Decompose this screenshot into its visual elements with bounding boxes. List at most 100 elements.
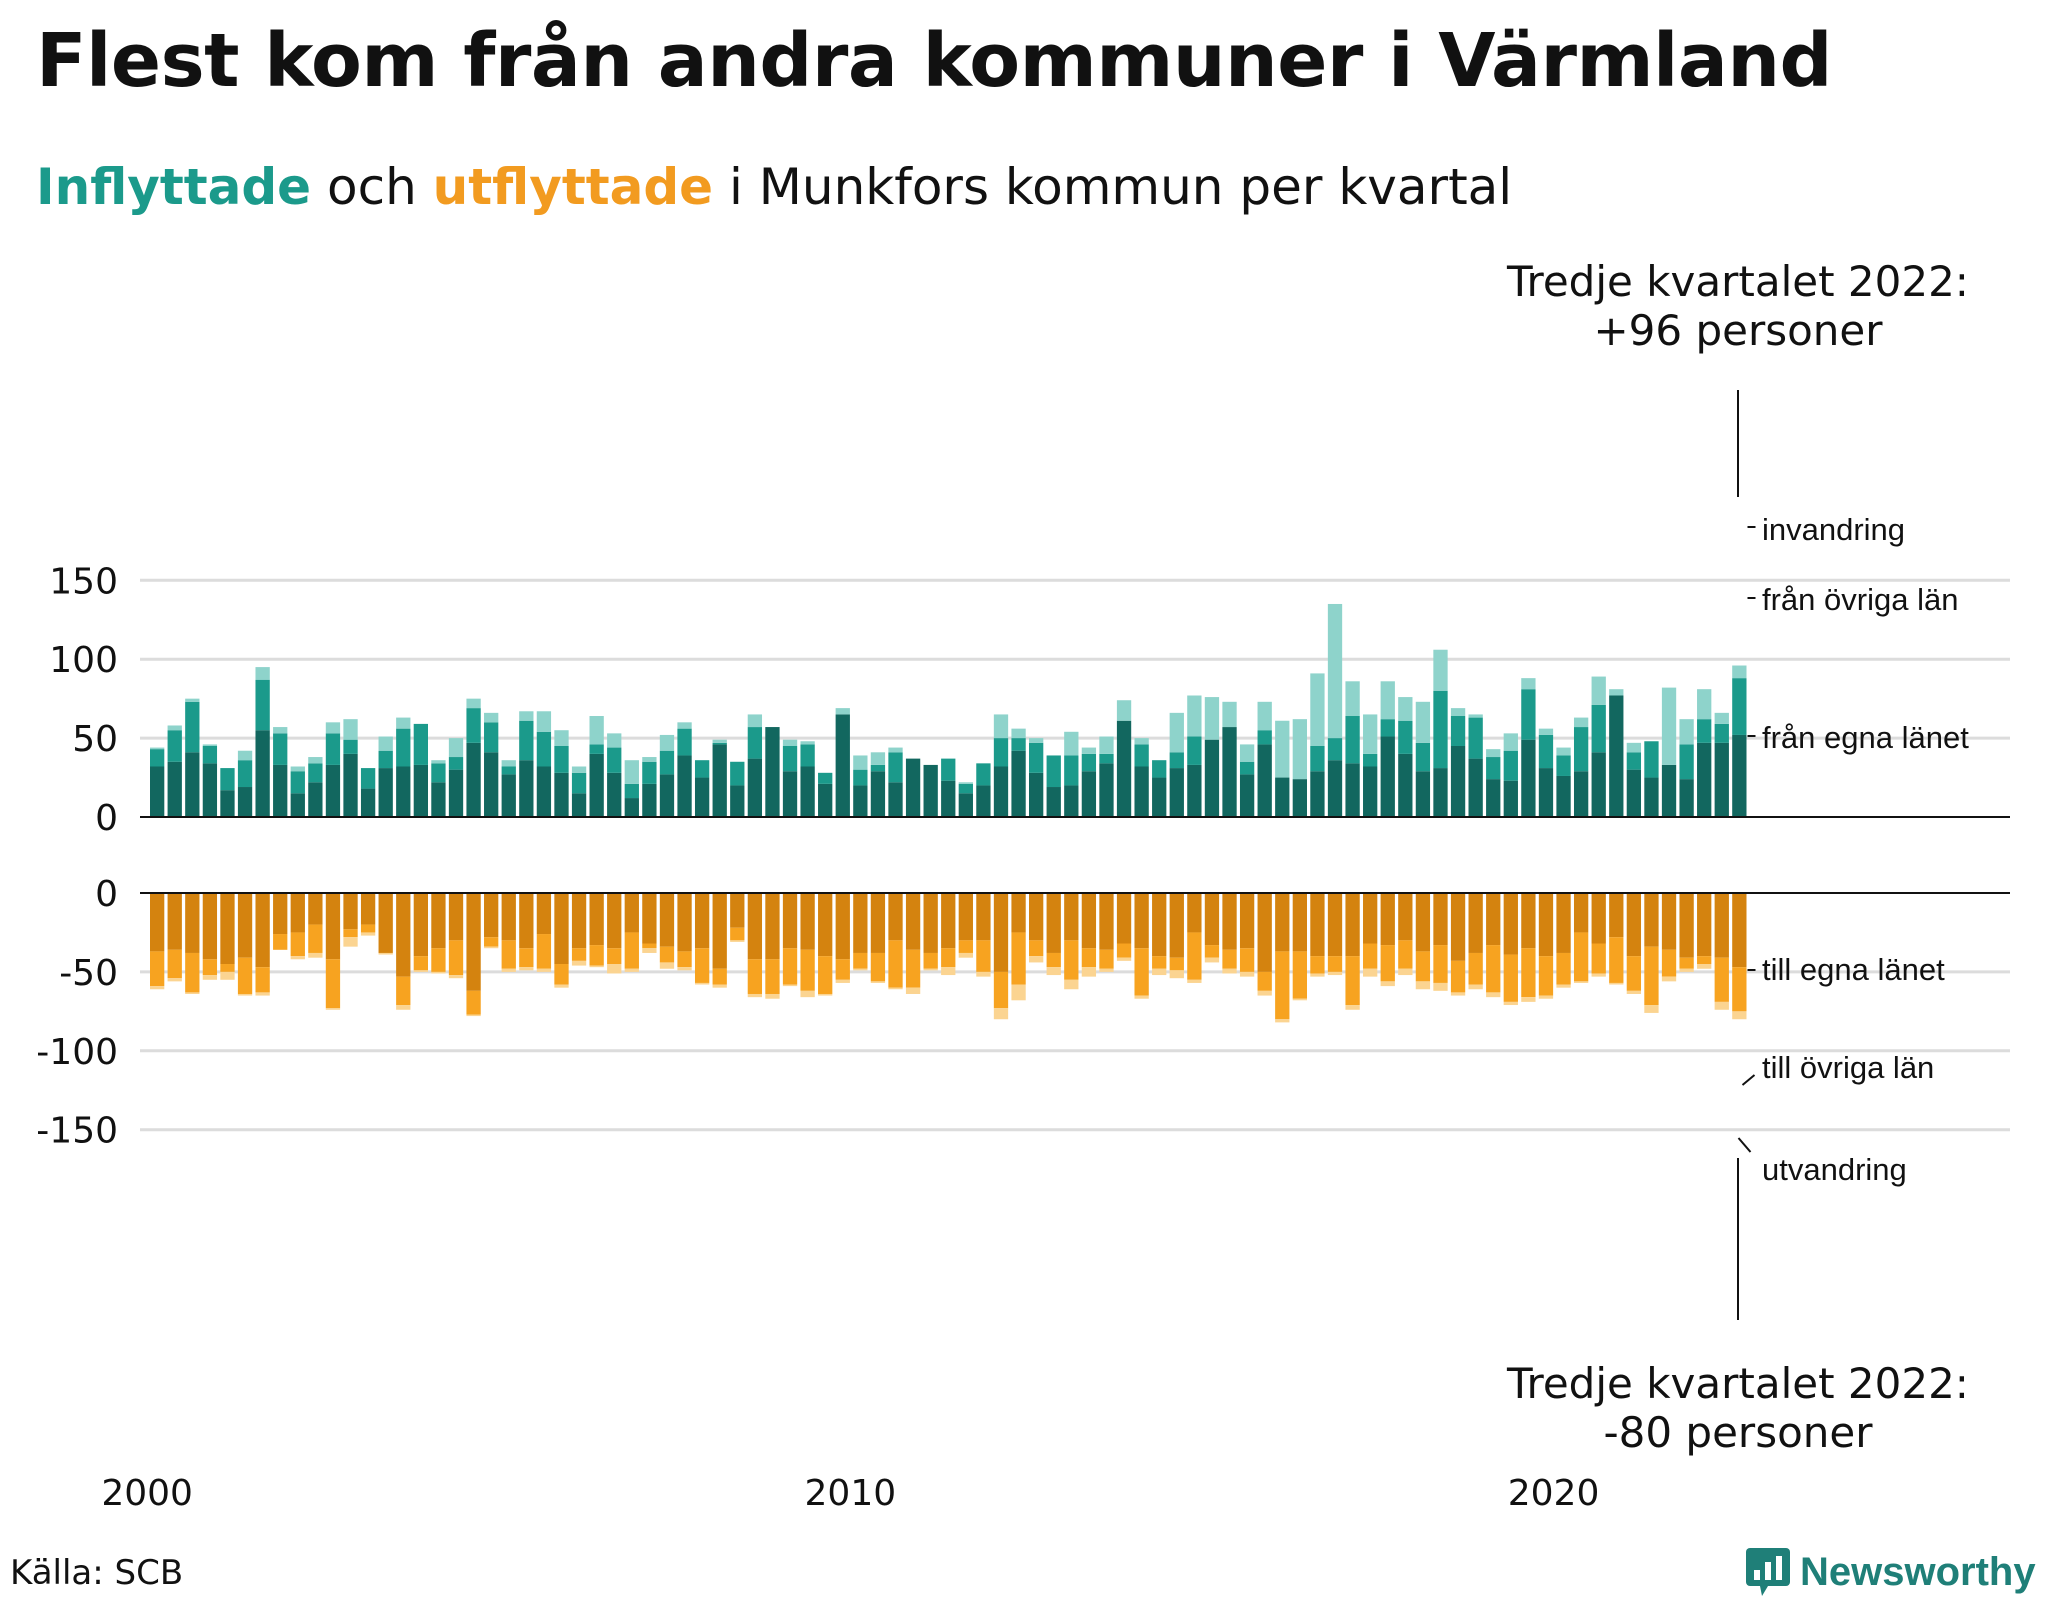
- bar-utvandring: [1099, 968, 1114, 972]
- bar-till-ovriga-lan: [1609, 937, 1624, 983]
- bar-till-egna-lanet: [308, 893, 323, 925]
- bar-till-egna-lanet: [800, 893, 815, 950]
- bar-utvandring: [237, 993, 253, 996]
- bar-till-egna-lanet: [273, 893, 288, 935]
- brand-logo: Newsworthy: [1746, 1548, 2036, 1596]
- bar-invandring: [1029, 738, 1044, 743]
- bar-till-ovriga-lan: [1450, 960, 1466, 993]
- y-tick-label: 50: [72, 719, 118, 760]
- bar-fran-egna-lanet: [905, 758, 921, 817]
- bar-utvandring: [1626, 990, 1642, 994]
- bar-fran-ovriga-lan: [818, 772, 833, 784]
- bar-till-ovriga-lan: [360, 924, 376, 933]
- bar-till-egna-lanet: [1275, 893, 1290, 952]
- bar-utvandring: [958, 952, 973, 958]
- bar-fran-egna-lanet: [659, 774, 675, 817]
- bar-fran-ovriga-lan: [1644, 741, 1659, 778]
- bar-utvandring: [1116, 957, 1132, 961]
- bar-fran-ovriga-lan: [571, 772, 587, 794]
- bar-till-ovriga-lan: [1345, 956, 1360, 1006]
- chart-subtitle: Inflyttade och utflyttade i Munkfors kom…: [36, 158, 1512, 216]
- bar-invandring: [519, 711, 534, 721]
- bar-till-ovriga-lan: [888, 940, 903, 988]
- bar-till-ovriga-lan: [1732, 967, 1747, 1012]
- bar-till-egna-lanet: [360, 893, 376, 925]
- bar-utvandring: [308, 952, 323, 958]
- bar-till-ovriga-lan: [835, 959, 850, 980]
- bar-till-egna-lanet: [765, 893, 780, 960]
- legend-tick: [1741, 1074, 1756, 1086]
- bar-fran-ovriga-lan: [1538, 734, 1554, 769]
- bar-utvandring: [1046, 967, 1061, 976]
- bar-fran-ovriga-lan: [1573, 727, 1589, 772]
- bar-invandring: [167, 725, 182, 731]
- bar-till-ovriga-lan: [273, 934, 288, 950]
- bar-fran-egna-lanet: [1116, 720, 1132, 817]
- bar-invandring: [1468, 714, 1483, 718]
- bar-fran-egna-lanet: [976, 785, 991, 817]
- bar-till-ovriga-lan: [1204, 945, 1220, 958]
- y-tick-label: -100: [36, 1032, 118, 1073]
- bar-fran-ovriga-lan: [202, 745, 218, 764]
- bar-till-ovriga-lan: [1222, 949, 1237, 969]
- bar-utvandring: [1081, 967, 1097, 977]
- bar-fran-egna-lanet: [431, 782, 446, 817]
- bar-till-ovriga-lan: [1257, 971, 1272, 991]
- bar-fran-ovriga-lan: [747, 727, 763, 759]
- bar-utvandring: [589, 965, 604, 968]
- bar-utvandring: [782, 984, 798, 987]
- bar-fran-ovriga-lan: [1486, 757, 1501, 780]
- bar-fran-ovriga-lan: [1134, 744, 1149, 767]
- bar-fran-egna-lanet: [870, 771, 886, 817]
- bar-utvandring: [1450, 992, 1466, 996]
- bar-utvandring: [1521, 997, 1536, 1002]
- bar-fran-egna-lanet: [448, 769, 464, 817]
- bar-fran-egna-lanet: [642, 783, 657, 817]
- bar-invandring: [1679, 719, 1694, 745]
- bar-invandring: [1556, 747, 1571, 756]
- bar-till-ovriga-lan: [677, 951, 692, 968]
- bar-fran-egna-lanet: [1187, 764, 1202, 817]
- bar-fran-ovriga-lan: [1152, 760, 1167, 778]
- bar-invandring: [1503, 733, 1518, 751]
- bar-utvandring: [800, 990, 815, 998]
- bar-fran-ovriga-lan: [659, 750, 675, 775]
- bar-till-ovriga-lan: [413, 956, 428, 971]
- bar-till-egna-lanet: [519, 893, 534, 949]
- bar-utvandring: [624, 968, 639, 972]
- bar-till-ovriga-lan: [255, 967, 270, 993]
- bar-till-egna-lanet: [1292, 893, 1307, 952]
- bar-utvandring: [677, 967, 692, 971]
- bar-till-ovriga-lan: [1503, 954, 1518, 1002]
- bar-invandring: [1169, 712, 1184, 753]
- bar-till-egna-lanet: [1486, 893, 1501, 946]
- bar-till-egna-lanet: [624, 893, 639, 933]
- bar-fran-egna-lanet: [1222, 727, 1237, 817]
- bar-till-ovriga-lan: [396, 976, 411, 1006]
- bar-fran-egna-lanet: [1521, 739, 1536, 817]
- bar-fran-ovriga-lan: [1169, 752, 1184, 769]
- bar-till-egna-lanet: [941, 893, 956, 949]
- bar-fran-egna-lanet: [1169, 768, 1184, 817]
- bar-fran-egna-lanet: [1292, 779, 1307, 817]
- bar-fran-ovriga-lan: [1011, 738, 1026, 751]
- bar-invandring: [1433, 649, 1448, 691]
- bar-invandring: [466, 698, 481, 709]
- bar-till-ovriga-lan: [1573, 932, 1589, 982]
- bar-fran-ovriga-lan: [396, 728, 411, 767]
- bar-fran-ovriga-lan: [1679, 744, 1694, 780]
- bar-fran-egna-lanet: [1363, 766, 1378, 817]
- bar-till-ovriga-lan: [1380, 945, 1395, 982]
- bar-fran-egna-lanet: [378, 768, 393, 817]
- bar-till-egna-lanet: [1468, 893, 1483, 953]
- bar-till-egna-lanet: [1573, 893, 1589, 933]
- bar-utvandring: [1486, 992, 1501, 998]
- bar-fran-ovriga-lan: [1380, 719, 1395, 737]
- bar-till-egna-lanet: [431, 893, 446, 949]
- bar-invandring: [396, 717, 411, 729]
- bar-till-egna-lanet: [923, 893, 938, 953]
- bar-fran-ovriga-lan: [325, 733, 341, 765]
- bar-utvandring: [1239, 971, 1255, 977]
- bar-till-ovriga-lan: [1591, 943, 1606, 974]
- bar-fran-egna-lanet: [308, 782, 323, 817]
